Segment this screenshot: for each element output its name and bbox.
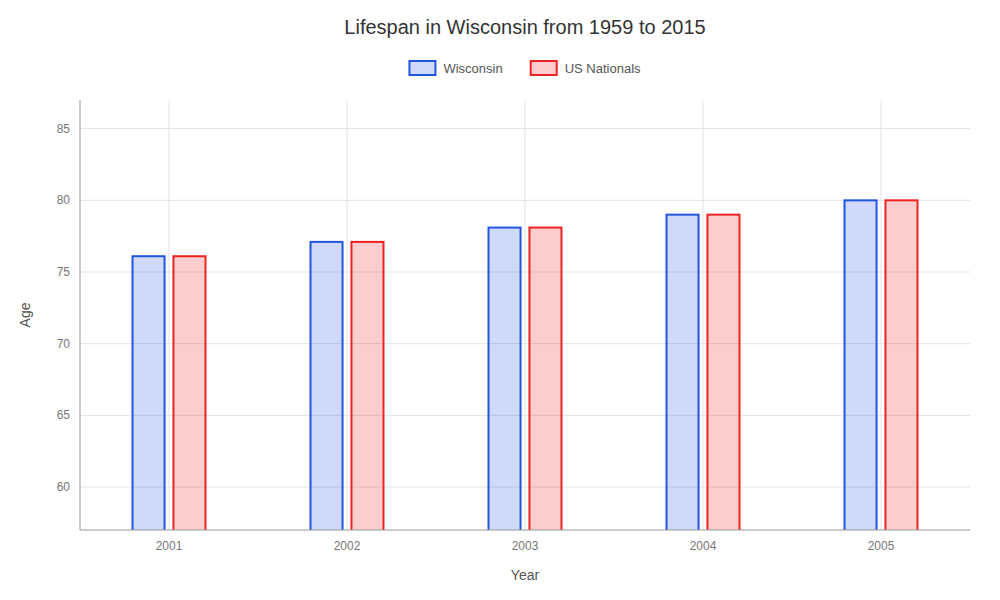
y-tick-label: 75 [57,265,71,279]
x-grid-line [169,100,170,530]
x-axis-line [80,530,970,531]
chart-svg: Lifespan in Wisconsin from 1959 to 2015 6… [0,0,1000,600]
bar [133,256,165,530]
legend-item: US Nationals [531,61,641,76]
x-grid-line [525,100,526,530]
bar [707,215,739,530]
legend-label: Wisconsin [443,61,502,76]
legend-swatch [531,61,557,75]
legend-item: Wisconsin [409,61,502,76]
bars [133,200,918,530]
x-tick-label: 2003 [512,539,539,553]
legend-swatch [409,61,435,75]
title: Lifespan in Wisconsin from 1959 to 2015 [344,16,705,38]
bar [351,242,383,530]
x-tick-label: 2004 [690,539,717,553]
legend-label: US Nationals [565,61,641,76]
bar [885,200,917,530]
y-tick-label: 85 [57,122,71,136]
chart-container: Lifespan in Wisconsin from 1959 to 2015 6… [0,0,1000,600]
x-tick-label: 2002 [334,539,361,553]
x-tick-label: 2005 [868,539,895,553]
y-tick-label: 80 [57,193,71,207]
x-tick-label: 2001 [156,539,183,553]
x-grid-line [347,100,348,530]
y-axis-line [80,100,81,530]
bar [173,256,205,530]
y-tick-label: 60 [57,480,71,494]
page: {"chart_data": {"type": "bar", "title": … [0,0,1000,600]
legend: Wisconsin US Nationals [409,61,641,76]
bar [529,228,561,530]
bar [311,242,343,530]
y-tick-label: 65 [57,408,71,422]
x-grid-line [703,100,704,530]
y-axis-label: Age [17,302,33,327]
bar [667,215,699,530]
grid [80,100,970,530]
bar [845,200,877,530]
x-axis-label: Year [511,567,540,583]
bar [489,228,521,530]
x-grid-line [881,100,882,530]
y-tick-label: 70 [57,337,71,351]
